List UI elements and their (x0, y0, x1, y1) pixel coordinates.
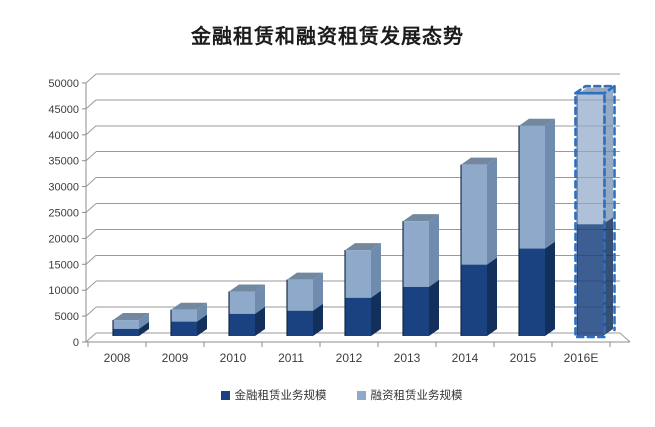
gridline-joint (85, 203, 97, 213)
bar-2012-series1-side (371, 290, 381, 336)
bar-2012-series2-side (371, 243, 381, 298)
gridline-joint (85, 332, 97, 343)
legend-item-series1: 金融租赁业务规模 (220, 387, 327, 403)
bar-2011-series2 (287, 279, 313, 311)
bar-2016E-series2 (577, 94, 603, 225)
y-tick-label: 25000 (48, 208, 79, 220)
y-tick-label: 20000 (48, 233, 79, 245)
bar-2016E-series1 (577, 224, 603, 336)
bar-2010-top-face (229, 284, 265, 292)
bar-2010-series2-side (255, 284, 265, 314)
legend-color-swatch-series1 (220, 390, 230, 400)
bar-2014-series1 (461, 264, 487, 336)
floor-right-edge (619, 332, 631, 343)
x-tick-label: 2013 (394, 351, 421, 365)
bar-2013-series1 (403, 286, 429, 336)
bar-2009-series1-side (197, 314, 207, 336)
x-tick-label: 2012 (336, 351, 363, 365)
bar-2009-series2-side (197, 302, 207, 322)
gridline-joint (85, 229, 97, 239)
chart-title: 金融租赁和融资租赁发展态势 (191, 26, 464, 48)
bar-2014-series1-side (487, 257, 497, 336)
bar-2008-series2-side (139, 313, 149, 329)
x-tick-label: 2008 (104, 351, 131, 365)
bar-2014-series2 (461, 164, 487, 265)
gridline-joint (85, 73, 97, 84)
x-tick-label: 2016E (564, 351, 599, 365)
y-tick-label: 30000 (48, 182, 79, 194)
bar-2010-series2 (229, 291, 255, 314)
gridline-joint (85, 177, 97, 187)
bar-2015-series2-side (545, 118, 555, 249)
bar-2008-series1 (113, 328, 139, 336)
y-tick-label: 45000 (48, 104, 79, 116)
legend-label-series2: 融资租赁业务规模 (370, 390, 463, 402)
bar-2012-top-face (345, 243, 381, 251)
gridline-joint (85, 151, 97, 162)
bar-2008-top-face (113, 313, 149, 321)
y-tick-label: 50000 (48, 78, 79, 90)
legend-item-series2: 融资租赁业务规模 (356, 387, 463, 403)
x-tick-label: 2014 (452, 351, 479, 365)
bar-2010-series1-side (255, 306, 265, 336)
x-tick-label: 2011 (278, 351, 304, 365)
bar-2011-series1 (287, 310, 313, 336)
x-tick-label: 2010 (220, 351, 247, 365)
chart-legend: 金融租赁业务规模 融资租赁业务规模 (14, 387, 655, 403)
bar-2014-top-face (461, 157, 497, 165)
bar-2010-series1 (229, 313, 255, 336)
bar-2012-series2 (345, 250, 371, 298)
bar-2013-series2-side (429, 214, 439, 287)
y-tick-label: 35000 (48, 156, 79, 168)
bar-2015-top-face (519, 118, 555, 126)
y-tick-label: 15000 (48, 259, 79, 271)
bar-2013-series2 (403, 221, 429, 287)
bar-2011-top-face (287, 272, 323, 280)
bar-2014-series2-side (487, 157, 497, 265)
y-tick-label: 5000 (55, 311, 79, 323)
bar-2013-series1-side (429, 279, 439, 336)
gridline-joint (85, 306, 97, 317)
gridline-joint (85, 99, 97, 110)
legend-label-series1: 金融租赁业务规模 (234, 390, 327, 402)
gridline-joint (85, 125, 97, 136)
bar-2013-top-face (403, 214, 439, 222)
y-tick-label: 10000 (48, 285, 79, 297)
bar-2015-series1 (519, 248, 545, 336)
y-tick-label: 0 (73, 337, 79, 349)
x-tick-label: 2015 (510, 351, 537, 365)
bar-2009-top-face (171, 302, 207, 310)
gridline-joint (85, 280, 97, 291)
gridline-joint (85, 254, 97, 265)
bar-2015-series1-side (545, 241, 555, 336)
bar-2012-series1 (345, 297, 371, 336)
bar-2008-series1-side (139, 321, 149, 336)
bar-2011-series1-side (313, 303, 323, 336)
bar-2009-series2 (171, 309, 197, 322)
y-tick-label: 40000 (48, 130, 79, 142)
bar-2009-series1 (171, 321, 197, 336)
x-tick-label: 2009 (162, 351, 189, 365)
bar-2011-series2-side (313, 272, 323, 311)
legend-color-swatch-series2 (356, 390, 366, 400)
bar-2015-series2 (519, 125, 545, 249)
bar-2008-series2 (113, 320, 139, 329)
